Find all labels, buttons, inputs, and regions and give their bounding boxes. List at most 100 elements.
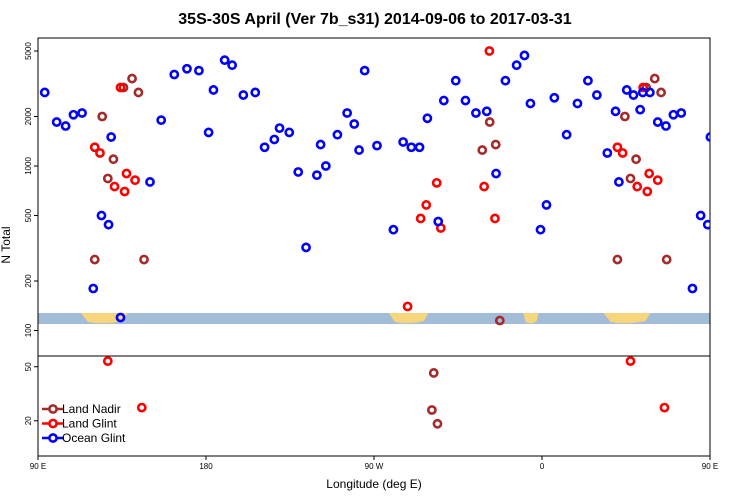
land-nadir-point bbox=[133, 87, 144, 98]
land-nadir-point bbox=[127, 73, 137, 84]
ocean-glint-point bbox=[315, 139, 326, 150]
ocean-glint-point bbox=[203, 127, 214, 138]
land-nadir-point bbox=[619, 111, 630, 122]
ocean-glint-point bbox=[156, 115, 167, 126]
upper-panel-frame bbox=[37, 37, 711, 357]
land-nadir-point bbox=[108, 154, 119, 165]
ocean-glint-point bbox=[398, 137, 409, 147]
ocean-glint-point bbox=[106, 132, 117, 142]
land-nadir-point bbox=[477, 145, 488, 155]
data-points-upper bbox=[39, 46, 710, 326]
land-glint-point bbox=[652, 175, 663, 186]
ocean-glint-point bbox=[88, 283, 99, 294]
y-tick-label: 200 bbox=[24, 274, 33, 288]
land-glint-point bbox=[136, 402, 147, 413]
ocean-glint-point bbox=[60, 121, 71, 131]
land-glint-point bbox=[479, 181, 490, 192]
x-tick-label: 180 bbox=[199, 462, 213, 471]
ocean-glint-point bbox=[535, 224, 546, 235]
land-glint-point bbox=[644, 168, 655, 179]
ocean-glint-point bbox=[96, 210, 107, 221]
land-glint-point bbox=[632, 181, 643, 192]
ocean-glint-point bbox=[433, 216, 444, 227]
ocean-glint-point bbox=[269, 134, 280, 145]
land-glint-point bbox=[490, 213, 500, 224]
ocean-glint-point bbox=[549, 92, 560, 103]
ocean-glint-point bbox=[438, 95, 449, 106]
ocean-glint-point bbox=[705, 132, 710, 142]
ocean-glint-point bbox=[103, 219, 114, 230]
ocean-glint-point bbox=[39, 87, 50, 98]
ocean-glint-point bbox=[525, 98, 536, 109]
ocean-glint-point bbox=[115, 312, 126, 323]
data-points-lower bbox=[102, 356, 670, 429]
land-glint-point bbox=[102, 356, 113, 367]
ocean-glint-point bbox=[644, 87, 655, 98]
ocean-glint-point bbox=[591, 90, 602, 100]
ocean-glint-point bbox=[628, 90, 639, 100]
land-nadir-point bbox=[494, 315, 505, 326]
ocean-glint-point bbox=[583, 75, 593, 86]
ocean-glint-point bbox=[194, 65, 204, 76]
land-glint-point bbox=[617, 148, 628, 158]
ocean-glint-point bbox=[491, 168, 501, 179]
ocean-glint-point bbox=[661, 121, 671, 131]
y-tick-label: 2000 bbox=[24, 107, 33, 125]
legend-label: Ocean Glint bbox=[62, 431, 126, 445]
ocean-glint-point bbox=[274, 123, 285, 134]
land-glint-point bbox=[119, 186, 130, 197]
ocean-glint-point bbox=[68, 109, 79, 120]
ocean-glint-point bbox=[349, 119, 360, 129]
ocean-glint-point bbox=[250, 87, 261, 98]
ocean-glint-point bbox=[208, 85, 219, 95]
chart-title: 35S-30S April (Ver 7b_s31) 2014-09-06 to… bbox=[178, 11, 572, 28]
ocean-glint-point bbox=[293, 167, 304, 177]
ocean-glint-point bbox=[169, 69, 180, 80]
y-tick-label: 50 bbox=[24, 362, 33, 371]
ocean-glint-point bbox=[284, 127, 295, 138]
land-nadir-point bbox=[432, 418, 443, 429]
y-tick-label: 1000 bbox=[24, 157, 33, 175]
land-glint-point bbox=[95, 148, 105, 158]
ocean-glint-point bbox=[145, 177, 155, 187]
land-glint-point bbox=[121, 168, 132, 179]
australia-land-repeat bbox=[603, 313, 651, 324]
ocean-glint-point bbox=[481, 106, 492, 117]
land-nadir-point bbox=[656, 87, 666, 98]
ocean-glint-point bbox=[422, 113, 433, 124]
ocean-glint-point bbox=[511, 60, 522, 71]
land-nadir-point bbox=[612, 254, 623, 265]
ocean-glint-point bbox=[610, 106, 621, 117]
ocean-glint-point bbox=[332, 129, 343, 140]
land-glint-point bbox=[109, 181, 120, 192]
x-tick-label: 90 E bbox=[30, 462, 46, 471]
y-tick-label: 100 bbox=[24, 323, 33, 337]
ocean-glint-point bbox=[541, 200, 552, 210]
ocean-glint-point bbox=[320, 161, 331, 171]
x-axis-label: Longitude (deg E) bbox=[326, 477, 421, 491]
map-strip bbox=[38, 313, 710, 324]
ocean-glint-point bbox=[687, 283, 698, 294]
y-axis-upper: 100 200 500 1000 2000 5000 bbox=[24, 42, 38, 337]
ocean-glint-point bbox=[602, 148, 613, 158]
land-glint-point bbox=[638, 82, 649, 93]
legend-item-land-nadir: Land Nadir bbox=[42, 402, 121, 416]
y-tick-label: 500 bbox=[24, 208, 33, 222]
ocean-glint-point bbox=[354, 145, 364, 155]
ocean-glint-point bbox=[635, 104, 646, 115]
land-nadir-point bbox=[649, 73, 660, 84]
africa-land bbox=[523, 313, 539, 324]
land-glint-point bbox=[415, 213, 426, 224]
ocean-glint-point bbox=[259, 142, 270, 153]
land-glint-point bbox=[612, 142, 623, 153]
land-glint-point bbox=[115, 82, 126, 93]
legend-marker bbox=[48, 404, 58, 414]
ocean-glint-point bbox=[676, 108, 687, 118]
land-nadir-point bbox=[490, 139, 501, 150]
land-glint-point bbox=[659, 402, 670, 413]
ocean-glint-point bbox=[238, 90, 249, 100]
australia-land bbox=[80, 313, 128, 324]
land-glint-point bbox=[130, 175, 140, 186]
